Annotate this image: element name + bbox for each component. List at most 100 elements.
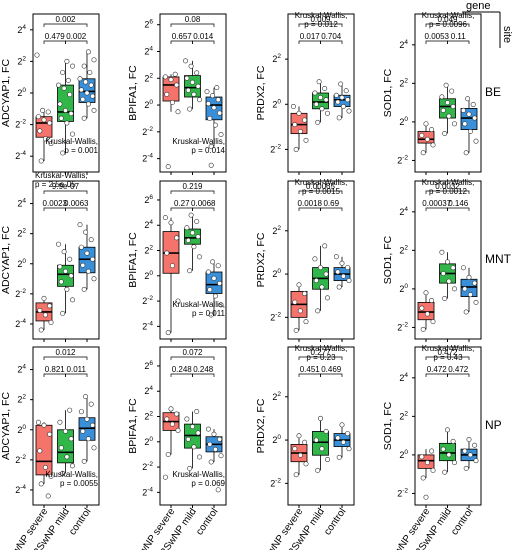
data-point (184, 416, 190, 422)
data-point (324, 110, 330, 116)
y-tick-label: 26 (144, 360, 153, 371)
data-point (439, 94, 445, 100)
data-point (293, 472, 299, 478)
data-point (184, 75, 190, 81)
data-point (64, 120, 70, 126)
data-point (205, 426, 211, 432)
y-tick-label: 24 (144, 45, 153, 56)
y-tick-label: 2-2 (270, 143, 281, 154)
data-point (164, 250, 170, 256)
y-tick-label: 2-2 (397, 154, 408, 165)
data-point (162, 215, 168, 221)
bracket-1 (170, 373, 193, 377)
data-point (217, 436, 223, 442)
data-point (188, 63, 194, 69)
kruskal-wallis-label: Kruskal-Wallis, (295, 11, 348, 20)
bracket-0 (170, 356, 215, 360)
y-axis-label: ADCYAP1, FC (0, 392, 12, 460)
data-point (346, 278, 352, 284)
data-point (322, 243, 328, 249)
p-value-label: 9.9e-07 (52, 182, 80, 191)
data-point (315, 467, 321, 473)
data-point (323, 271, 329, 277)
data-point (446, 113, 452, 119)
data-point (430, 142, 436, 148)
data-point (450, 103, 456, 109)
y-tick-label: 22 (144, 411, 153, 422)
data-point (58, 115, 64, 121)
p-value-label: 0.00037 (422, 199, 451, 208)
data-point (207, 441, 213, 447)
y-tick-label: 20 (17, 424, 26, 435)
data-point (424, 460, 430, 466)
y-tick-label: 2-2 (397, 321, 408, 332)
y-tick-label: 20 (399, 449, 408, 460)
kruskal-wallis-p: p = 0.23 (306, 353, 336, 362)
data-point (68, 111, 74, 117)
y-tick-label: 2-4 (15, 318, 26, 329)
data-point (47, 120, 53, 126)
y-axis-label: ADCYAP1, FC (0, 59, 12, 127)
data-point (87, 69, 93, 75)
kruskal-wallis-label: Kruskal-Wallis, (45, 137, 98, 146)
data-point (463, 465, 469, 471)
bracket-1 (298, 207, 321, 211)
data-point (174, 235, 180, 241)
data-point (467, 129, 473, 135)
data-point (187, 268, 193, 274)
data-point (420, 475, 426, 481)
data-point (208, 162, 214, 168)
y-tick-label: 22 (399, 410, 408, 421)
data-point (185, 237, 191, 243)
data-point (215, 97, 221, 103)
data-point (292, 122, 298, 128)
data-point (440, 107, 446, 113)
kruskal-wallis-label: Kruskal-Wallis, (172, 137, 225, 146)
data-point (77, 76, 83, 82)
data-point (208, 312, 214, 318)
y-tick-label: 22 (399, 77, 408, 88)
bracket-2 (447, 40, 470, 44)
panel-be-prdx2: 22 20 2-2 PRDX2, FC 0.009 0.017 0.704 Kruskal-W… (255, 11, 355, 175)
data-point (439, 249, 445, 255)
data-point (88, 401, 94, 407)
data-point (197, 254, 203, 260)
x-category-label: control (194, 506, 220, 537)
data-point (81, 115, 87, 121)
data-point (165, 164, 171, 170)
data-point (190, 79, 196, 85)
data-point (315, 119, 321, 125)
y-tick-label: 2-2 (270, 311, 281, 322)
data-point (62, 268, 68, 274)
data-point (296, 433, 302, 439)
data-point (162, 474, 168, 480)
data-point (197, 454, 203, 460)
data-point (81, 63, 87, 69)
data-point (423, 121, 429, 127)
y-tick-label: 24 (144, 219, 153, 230)
data-point (313, 278, 319, 284)
data-point (37, 128, 43, 134)
key-gene-label: gene (466, 0, 490, 12)
data-point (48, 319, 54, 325)
data-point (297, 308, 303, 314)
p-value-label: 0.017 (300, 32, 321, 41)
data-point (191, 91, 197, 97)
y-tick-label: 20 (17, 258, 26, 269)
data-point (467, 292, 473, 298)
kruskal-wallis-label: Kruskal-Wallis, (172, 300, 225, 309)
bracket-2 (320, 207, 343, 211)
y-tick-label: 2-2 (142, 461, 153, 472)
data-point (194, 70, 200, 76)
data-point (91, 57, 97, 63)
data-point (91, 107, 97, 113)
data-point (165, 330, 171, 336)
data-point (319, 446, 325, 452)
y-axis-label: BPIFA1, FC (127, 398, 139, 454)
data-point (41, 422, 47, 428)
bracket-2 (65, 40, 88, 44)
y-axis-label: SOD1, FC (382, 235, 394, 284)
data-point (302, 291, 308, 297)
data-point (212, 122, 218, 128)
data-point (446, 452, 452, 458)
